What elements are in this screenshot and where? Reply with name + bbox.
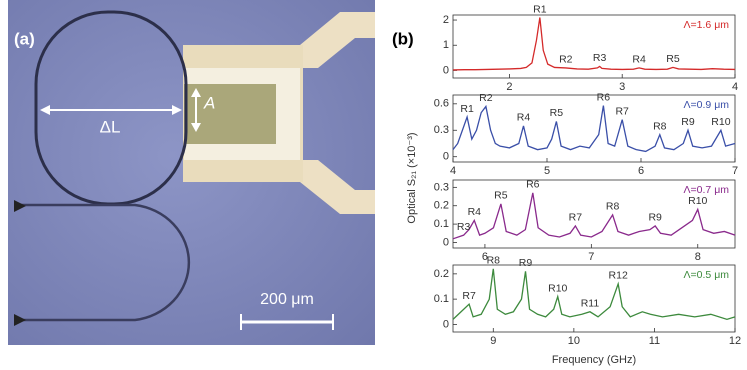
x-tick-label: 9	[490, 335, 496, 347]
annotation: Λ=0.5 μm	[684, 269, 730, 281]
spectrum-line	[452, 192, 736, 240]
y-tick-label: 0.3	[434, 124, 449, 136]
peak-label: R10	[688, 195, 707, 207]
y-tick-label: 2	[443, 14, 449, 26]
x-tick-label: 8	[695, 251, 701, 263]
micrograph: (a) ΔL A 200 μm	[8, 0, 375, 345]
peak-label: R9	[681, 116, 695, 128]
peak-label: R10	[711, 116, 730, 128]
annotation: Λ=0.9 μm	[684, 99, 730, 111]
y-tick-label: 0	[443, 236, 449, 248]
peak-label: R2	[559, 54, 573, 66]
peak-label: R4	[517, 112, 531, 124]
x-tick-label: 3	[619, 81, 625, 93]
peak-label: R8	[606, 201, 620, 213]
x-tick-label: 7	[588, 251, 594, 263]
peak-label: R2	[479, 92, 493, 104]
peak-label: R4	[468, 206, 482, 218]
y-tick-label: 0.1	[434, 293, 449, 305]
y-tick-label: 0.1	[434, 218, 449, 230]
plot-frame	[452, 14, 736, 79]
peak-label: R6	[526, 179, 540, 191]
peak-label: R12	[609, 270, 628, 282]
peak-label: R3	[593, 52, 607, 64]
peak-label: R10	[548, 282, 567, 294]
x-tick-label: 5	[544, 165, 550, 177]
y-axis-label: Optical S₂₁ (×10⁻³)	[406, 132, 418, 223]
peak-label: R9	[519, 257, 533, 269]
peak-label: R3	[457, 221, 471, 233]
x-tick-label: 12	[729, 335, 741, 347]
y-tick-label: 1	[443, 39, 449, 51]
plot-frame	[452, 94, 736, 163]
peak-label: R7	[615, 105, 629, 117]
x-tick-label: 4	[450, 165, 456, 177]
peak-label: R9	[648, 212, 662, 224]
annotation: Λ=0.7 μm	[684, 184, 730, 196]
annotation: Λ=1.6 μm	[684, 19, 730, 31]
x-tick-label: 6	[482, 251, 488, 263]
peak-label: R8	[487, 255, 501, 267]
delta-l-label: ΔL	[100, 117, 121, 136]
peak-label: R7	[569, 212, 583, 224]
x-tick-label: 7	[732, 165, 738, 177]
peak-label: R1	[460, 103, 474, 115]
scale-bar-label: 200 μm	[260, 291, 314, 308]
peak-label: R7	[462, 290, 476, 302]
peak-label: R11	[581, 298, 600, 310]
y-tick-label: 0.3	[434, 181, 449, 193]
y-tick-label: 0	[443, 64, 449, 76]
peak-label: R1	[533, 3, 547, 15]
a-label: A	[203, 93, 215, 112]
y-tick-label: 0.6	[434, 98, 449, 110]
panel-label: (a)	[14, 29, 35, 48]
spectrum-line	[452, 104, 736, 153]
panel-label: (b)	[392, 29, 414, 48]
y-tick-label: 0	[443, 151, 449, 163]
x-tick-label: 4	[732, 81, 738, 93]
peak-label: R6	[597, 91, 611, 103]
peak-label: R4	[632, 54, 646, 66]
x-tick-label: 6	[638, 165, 644, 177]
peak-label: R8	[653, 120, 667, 132]
peak-label: R5	[666, 53, 680, 65]
x-tick-label: 2	[506, 81, 512, 93]
y-tick-label: 0.2	[434, 268, 449, 280]
spectrum-line	[452, 268, 736, 321]
peak-label: R5	[494, 190, 508, 202]
y-tick-label: 0	[443, 318, 449, 330]
plot-frame	[452, 179, 736, 249]
x-tick-label: 11	[649, 335, 660, 347]
y-tick-label: 0.2	[434, 200, 449, 212]
x-tick-label: 10	[568, 335, 580, 347]
peak-label: R5	[550, 107, 564, 119]
plot-frame	[452, 264, 736, 333]
spectrum-line	[452, 17, 736, 71]
x-axis-label: Frequency (GHz)	[552, 354, 636, 366]
